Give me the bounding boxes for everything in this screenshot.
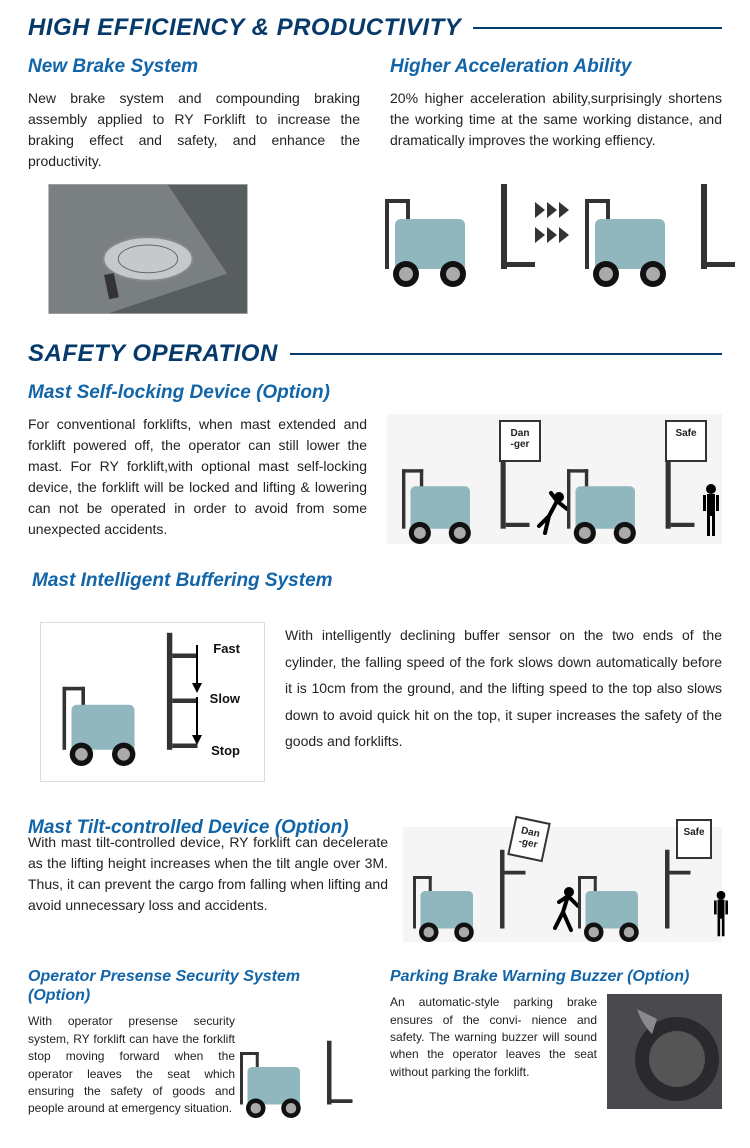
stop-label: Stop (209, 743, 242, 758)
mastlock-illustration: Dan-ger Safe (387, 414, 722, 544)
bottom-row: Operator Presense Security System (Optio… (28, 967, 722, 1128)
section-title: HIGH EFFICIENCY & PRODUCTIVITY (28, 14, 461, 42)
running-person-icon (553, 886, 581, 936)
forklift-icon (402, 459, 513, 544)
tilt-body: With mast tilt-controlled device, RY for… (28, 832, 388, 942)
danger-sign: Dan-ger (499, 420, 541, 462)
section-title: SAFETY OPERATION (28, 340, 278, 368)
header-rule (290, 353, 722, 355)
forklift-icon (567, 459, 678, 544)
buffer-body: With intelligently declining buffer sens… (285, 622, 722, 782)
accel-illustration (390, 167, 722, 287)
buffer-heading: Mast Intelligent Buffering System (32, 570, 722, 592)
falling-person-icon (537, 491, 569, 536)
arrow-icon (535, 227, 569, 243)
mastlock-body: For conventional forklifts, when mast ex… (28, 414, 367, 544)
buffer-row: Fast Slow Stop With intelligently declin… (28, 622, 722, 782)
accel-column: Higher Acceleration Ability 20% higher a… (390, 56, 722, 314)
standing-person-icon (713, 890, 729, 938)
standing-person-icon (702, 483, 720, 538)
accel-body: 20% higher acceleration ability,surprisi… (390, 88, 722, 151)
presence-body: With operator presense security system, … (28, 1013, 235, 1128)
brake-heading: New Brake System (28, 56, 360, 78)
safe-sign: Safe (665, 420, 707, 462)
fast-label: Fast (211, 641, 242, 656)
header-rule (473, 27, 722, 29)
presence-heading: Operator Presense Security System (Optio… (28, 967, 360, 1005)
presence-illustration (245, 1013, 360, 1128)
parking-column: Parking Brake Warning Buzzer (Option) An… (390, 967, 722, 1128)
forklift-icon (385, 187, 515, 287)
section-header-efficiency: HIGH EFFICIENCY & PRODUCTIVITY (28, 14, 722, 42)
accel-heading: Higher Acceleration Ability (390, 56, 722, 78)
brake-image (48, 184, 248, 314)
safe-sign: Safe (676, 819, 712, 859)
forklift-icon (413, 867, 511, 942)
down-arrow-icon (190, 645, 204, 765)
section-header-safety: SAFETY OPERATION (28, 340, 722, 368)
forklift-icon (63, 676, 180, 766)
efficiency-row: New Brake System New brake system and co… (28, 56, 722, 314)
slow-label: Slow (208, 691, 242, 706)
tilt-illustration: Dan-ger Safe (403, 827, 722, 942)
buffer-illustration: Fast Slow Stop (40, 622, 265, 782)
parking-heading: Parking Brake Warning Buzzer (Option) (390, 967, 722, 986)
forklift-icon (585, 187, 715, 287)
danger-sign: Dan-ger (507, 816, 551, 863)
forklift-icon (578, 867, 676, 942)
brake-column: New Brake System New brake system and co… (28, 56, 360, 314)
parking-image (607, 994, 722, 1109)
arrow-icon (535, 202, 569, 218)
parking-body: An automatic-style parking brake ensures… (390, 994, 597, 1109)
mastlock-row: For conventional forklifts, when mast ex… (28, 414, 722, 544)
presence-column: Operator Presense Security System (Optio… (28, 967, 360, 1128)
tilt-row: With mast tilt-controlled device, RY for… (28, 857, 722, 942)
mastlock-heading: Mast Self-locking Device (Option) (28, 382, 722, 404)
brake-body: New brake system and compounding braking… (28, 88, 360, 172)
